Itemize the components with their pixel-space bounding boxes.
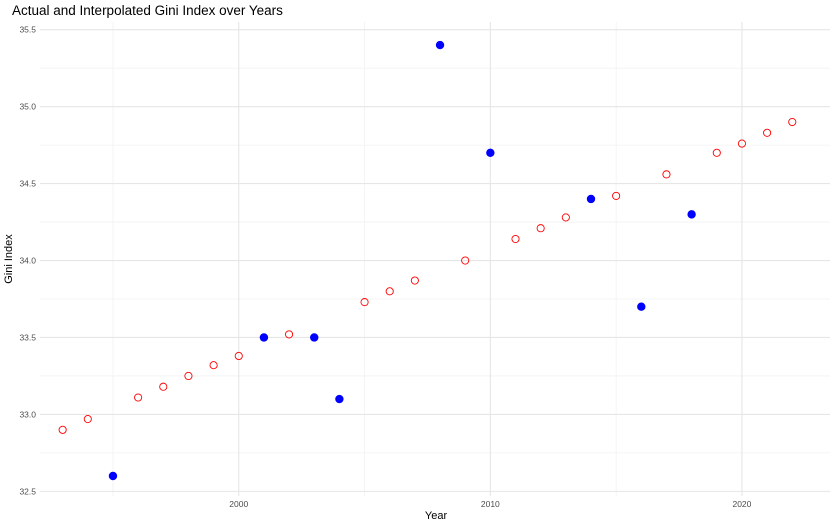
y-axis-title: Gini Index (3, 234, 15, 284)
interpolated-point (184, 371, 193, 381)
actual-point (637, 302, 646, 311)
y-tick-label: 35.5 (19, 25, 36, 35)
data-points (58, 40, 797, 481)
actual-point (335, 394, 344, 404)
interpolated-point (511, 234, 520, 244)
interpolated-point (788, 117, 797, 127)
interpolated-point (763, 128, 772, 137)
x-tick-label: 2020 (732, 499, 751, 509)
y-tick-label: 32.5 (19, 486, 36, 496)
interpolated-point (134, 393, 143, 402)
chart-title: Actual and Interpolated Gini Index over … (12, 3, 283, 18)
y-axis-ticks: 32.5 33.0 33.5 34.0 34.5 35.0 35.5 (19, 25, 36, 497)
x-tick-label: 2000 (229, 499, 248, 509)
y-tick-label: 34.0 (19, 256, 36, 266)
actual-point (586, 194, 596, 204)
interpolated-point (83, 415, 92, 424)
interpolated-point (58, 425, 67, 434)
actual-point (435, 40, 445, 50)
interpolated-point (737, 139, 746, 148)
interpolated-point (662, 170, 671, 179)
x-axis-title: Year (425, 510, 448, 522)
interpolated-point (159, 382, 168, 391)
y-tick-label: 33.5 (19, 332, 36, 342)
actual-point (259, 333, 269, 342)
x-axis-ticks: 2000 2010 2020 (229, 499, 751, 509)
interpolated-point (461, 256, 470, 265)
actual-point (486, 148, 495, 158)
actual-point (108, 471, 118, 481)
interpolated-point (234, 351, 243, 361)
interpolated-point (536, 224, 545, 233)
y-tick-label: 34.5 (19, 179, 36, 189)
interpolated-point (410, 276, 419, 285)
y-tick-label: 35.0 (19, 102, 36, 112)
x-tick-label: 2010 (481, 499, 500, 509)
grid-lines (40, 22, 830, 496)
interpolated-point (209, 361, 218, 370)
interpolated-point (612, 191, 621, 200)
y-tick-label: 33.0 (19, 409, 36, 419)
actual-point (310, 333, 319, 342)
interpolated-point (385, 287, 394, 296)
actual-point (687, 210, 696, 219)
interpolated-point (712, 148, 721, 157)
interpolated-point (285, 330, 294, 339)
interpolated-point (360, 298, 369, 307)
interpolated-point (561, 213, 570, 222)
